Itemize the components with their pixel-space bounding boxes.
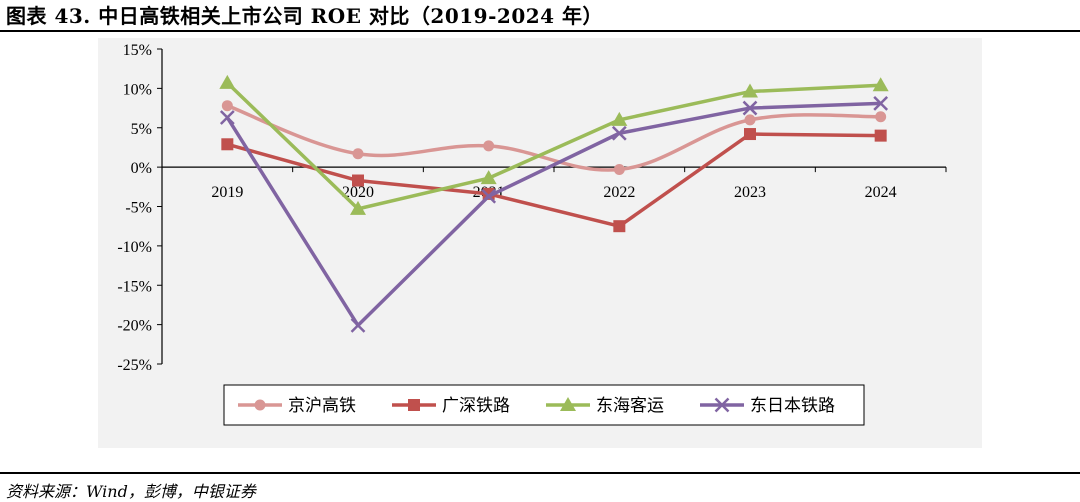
source-note: 资料来源：Wind，彭博，中银证券 bbox=[6, 482, 256, 501]
legend: 京沪高铁 广深铁路 东海客运 东日本铁路 bbox=[223, 384, 865, 426]
series-line bbox=[225, 81, 883, 211]
footer-divider bbox=[0, 472, 1080, 474]
title-divider bbox=[0, 30, 1080, 32]
data-point bbox=[744, 128, 756, 141]
axes: 15% 10% 5% 0% -5% -10% -15% -20% -25% 2019 2020 202… bbox=[117, 42, 947, 374]
data-point bbox=[872, 77, 889, 92]
legend-marker bbox=[714, 397, 730, 413]
legend-label: 东海客运 bbox=[596, 396, 664, 416]
data-point bbox=[874, 129, 887, 142]
data-point bbox=[873, 95, 889, 111]
x-tick-label: 2022 bbox=[603, 184, 635, 201]
data-point bbox=[742, 83, 758, 98]
data-point bbox=[611, 111, 628, 126]
data-point bbox=[613, 163, 625, 175]
data-point bbox=[611, 125, 627, 141]
series-2 bbox=[219, 74, 889, 215]
legend-marker bbox=[254, 399, 266, 411]
data-point bbox=[219, 110, 235, 125]
series-line bbox=[225, 103, 883, 172]
data-point bbox=[483, 140, 495, 152]
y-tick-label: -20% bbox=[117, 318, 152, 335]
legend-item: 东日本铁路 bbox=[700, 396, 835, 416]
x-tick-label: 2019 bbox=[211, 184, 243, 201]
data-point bbox=[221, 100, 233, 112]
data-point bbox=[613, 220, 626, 233]
legend-marker bbox=[408, 399, 420, 411]
x-tick-label: 2023 bbox=[734, 184, 766, 201]
legend-item: 广深铁路 bbox=[392, 396, 510, 416]
legend-label: 东日本铁路 bbox=[750, 396, 835, 416]
series-line bbox=[225, 101, 883, 328]
y-tick-label: 5% bbox=[131, 121, 152, 138]
y-tick-label: -5% bbox=[125, 200, 152, 217]
data-point bbox=[481, 188, 497, 204]
data-point bbox=[742, 100, 758, 116]
data-point bbox=[221, 138, 234, 151]
legend-marker bbox=[560, 397, 576, 411]
data-point bbox=[875, 111, 887, 123]
legend-label: 广深铁路 bbox=[442, 396, 510, 416]
y-tick-label: -10% bbox=[117, 239, 152, 256]
y-tick-label: 15% bbox=[123, 42, 152, 59]
legend-label: 京沪高铁 bbox=[288, 396, 356, 416]
chart-title: 图表 43. 中日高铁相关上市公司 ROE 对比（2019-2024 年） bbox=[6, 4, 604, 28]
series-1 bbox=[221, 128, 887, 233]
data-point bbox=[219, 74, 236, 89]
x-tick-label: 2020 bbox=[342, 184, 374, 201]
data-point bbox=[744, 114, 756, 126]
y-tick-label: -15% bbox=[117, 278, 152, 295]
data-point bbox=[350, 318, 366, 333]
legend-item: 东海客运 bbox=[546, 396, 664, 416]
series-3 bbox=[219, 95, 889, 333]
x-tick-label: 2024 bbox=[865, 184, 897, 201]
legend-box bbox=[223, 384, 865, 426]
data-point bbox=[352, 148, 364, 160]
data-point bbox=[352, 174, 364, 187]
y-tick-label: -25% bbox=[117, 357, 152, 374]
series-line bbox=[225, 132, 883, 228]
y-tick-label: 0% bbox=[131, 160, 152, 177]
legend-item: 京沪高铁 bbox=[238, 396, 356, 416]
data-point bbox=[480, 170, 497, 185]
series-layer bbox=[219, 74, 889, 333]
data-point bbox=[350, 200, 366, 215]
y-tick-label: 10% bbox=[123, 81, 152, 98]
